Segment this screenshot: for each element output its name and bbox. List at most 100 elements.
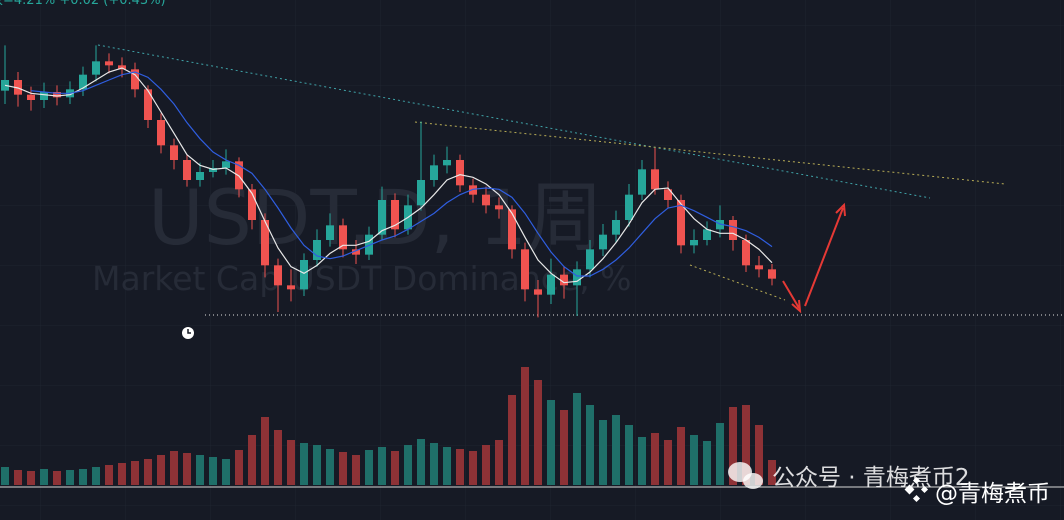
candle-body	[690, 240, 698, 246]
candle-body	[768, 269, 776, 279]
candle-body	[677, 200, 685, 246]
candle-body	[456, 160, 464, 186]
candle-body	[716, 220, 724, 230]
volume-bar	[443, 447, 451, 485]
candle-body	[560, 274, 568, 286]
candle-body	[625, 194, 633, 220]
candle-body	[53, 92, 61, 98]
volume-bar	[183, 453, 191, 485]
volume-bar	[573, 393, 581, 485]
volume-bar	[651, 433, 659, 485]
volume-bar	[248, 435, 256, 485]
candle-body	[40, 92, 48, 100]
volume-bar	[196, 455, 204, 485]
volume-bar	[105, 465, 113, 485]
volume-bar	[27, 471, 35, 485]
volume-bar	[131, 461, 139, 485]
candle-body	[144, 89, 152, 120]
volume-bar	[339, 452, 347, 485]
wechat-icon	[728, 462, 763, 489]
volume-bar	[92, 467, 100, 485]
binance-icon	[904, 476, 929, 503]
volume-bar	[664, 440, 672, 485]
volume-bar	[690, 435, 698, 485]
candle-body	[326, 225, 334, 240]
volume-bar	[417, 439, 425, 485]
volume-bar	[469, 451, 477, 485]
volume-bar	[729, 407, 737, 485]
candle-body	[170, 145, 178, 160]
candle-body	[222, 161, 230, 168]
candle-body	[443, 160, 451, 166]
volume-bar	[157, 455, 165, 485]
volume-bar	[495, 440, 503, 485]
candle-body	[300, 260, 308, 290]
candle-body	[365, 234, 373, 255]
volume-bar	[716, 423, 724, 485]
candle-body	[118, 65, 126, 70]
candle-body	[287, 285, 295, 290]
volume-bar	[170, 451, 178, 485]
candle-body	[547, 274, 555, 295]
arrow	[782, 202, 846, 314]
candle-body	[599, 234, 607, 250]
volume-bar	[235, 450, 243, 485]
volume-bar	[404, 445, 412, 485]
candle-body	[352, 249, 360, 255]
volume-bar	[209, 457, 217, 485]
volume-bar	[40, 469, 48, 485]
volume-bar	[274, 430, 282, 485]
moving-average	[4, 67, 773, 284]
volume-bar	[313, 445, 321, 485]
candle-body	[261, 220, 269, 266]
volume-bar	[430, 443, 438, 485]
volume-bar	[742, 405, 750, 485]
volume-bar	[66, 470, 74, 485]
candle-body	[729, 220, 737, 240]
brand-handle: @青梅煮币	[935, 481, 1050, 507]
volume-bar	[14, 470, 22, 485]
trend-line	[689, 264, 786, 301]
candle-body	[508, 209, 516, 250]
price-pane	[1, 45, 776, 318]
candle-body	[339, 225, 347, 250]
candle-body	[248, 189, 256, 220]
candle-body	[157, 120, 165, 146]
trend-line	[414, 121, 1006, 185]
price-legend: 收=4.21% +0.02 (+0.43%)	[0, 0, 166, 8]
candle-body	[651, 169, 659, 190]
candle-body	[742, 240, 750, 266]
volume-bar	[482, 445, 490, 485]
volume-bar	[391, 451, 399, 485]
candle-body	[313, 240, 321, 260]
candle-body	[14, 80, 22, 95]
volume-bar	[534, 380, 542, 485]
volume-bar	[599, 420, 607, 485]
candle-body	[274, 265, 282, 286]
volume-bar	[703, 441, 711, 485]
volume-bar	[560, 410, 568, 485]
volume-bar	[300, 443, 308, 485]
candle-body	[27, 94, 35, 100]
volume-bar	[1, 467, 9, 485]
volume-bar	[53, 471, 61, 485]
watermark-title: USDT.D, 1周	[148, 173, 603, 262]
volume-bar	[677, 427, 685, 485]
moving-average	[30, 71, 773, 277]
volume-bar	[586, 405, 594, 485]
candle-body	[469, 185, 477, 195]
candle-body	[131, 69, 139, 90]
candle-body	[521, 249, 529, 290]
volume-bar	[79, 469, 87, 485]
candle-body	[495, 205, 503, 210]
trend-line	[97, 44, 931, 199]
alarm-icon	[182, 327, 194, 339]
candle-body	[573, 269, 581, 286]
volume-bar	[625, 425, 633, 485]
candle-body	[417, 180, 425, 206]
candle-body	[391, 200, 399, 230]
candle-body	[586, 249, 594, 270]
candle-body	[664, 189, 672, 200]
